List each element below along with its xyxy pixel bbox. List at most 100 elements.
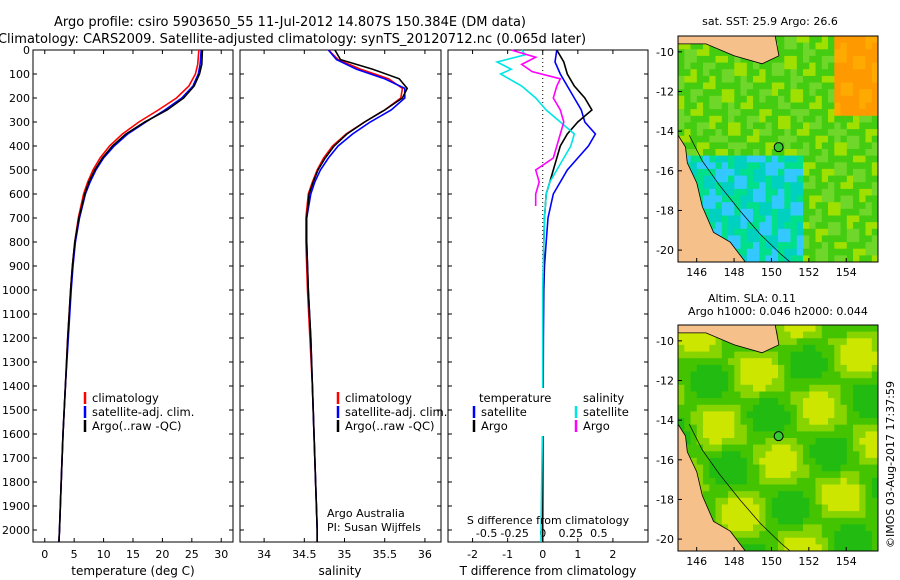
map-cell [771,135,779,143]
map-cell [871,325,878,333]
map-cell [771,497,779,505]
map-cell [796,491,804,499]
map-cell [746,248,754,256]
map-cell [778,62,785,70]
map-cell [709,451,717,459]
map-cell [778,135,785,143]
map-cell [790,457,798,465]
map-cell [865,175,873,183]
map-cell [859,424,867,432]
map-cell [809,471,817,479]
map-cell [734,208,742,216]
map-cell [796,208,804,216]
map-cell [803,102,810,110]
map-cell [696,411,704,419]
map-cell [746,228,754,236]
map-cell [753,424,760,432]
map-cell [759,115,767,123]
map-cell [753,457,760,465]
map-cell [778,82,785,90]
map-cell [746,182,754,190]
map-cell [840,411,848,419]
map-cell [865,49,873,57]
depth-tick-label: 700 [9,212,30,225]
map-cell [784,242,792,250]
map-cell [715,215,723,223]
map-cell [821,215,829,223]
map-cell [771,391,779,399]
map-cell [790,235,798,243]
map-cell [746,195,754,203]
map-cell [871,215,878,223]
sla-map-ticks: 146 148 150 152 154-10-12-14-16-18-20 [656,335,857,568]
map-cell [703,168,710,176]
map-cell [734,471,742,479]
map-cell [846,537,854,545]
map-cell [859,411,867,419]
map-cell [684,418,692,426]
map-cell [734,69,742,77]
map-cell [828,471,835,479]
map-cell [678,384,685,392]
map-cell [728,517,735,525]
map-cell [803,457,810,465]
map-cell [709,418,717,426]
map-cell [859,135,867,143]
map-cell [865,378,873,386]
map-cell [871,491,878,499]
map-cell [790,89,798,97]
map-cell [703,89,710,97]
map-cell [840,155,848,163]
map-cell [803,537,810,545]
map-cell [715,351,723,359]
map-cell [728,109,735,117]
map-cell [846,338,854,346]
map-cell [840,491,848,499]
map-cell [803,175,810,183]
map-cell [853,391,860,399]
map-cell [853,82,860,90]
map-cell [784,438,792,446]
map-cell [796,149,804,157]
map-cell [703,69,710,77]
map-y-tick-label: -18 [656,493,674,506]
series-line-climatology [305,49,404,542]
map-cell [865,524,873,532]
map-cell [721,344,729,352]
map-cell [790,95,798,103]
map-cell [721,511,729,519]
map-cell [803,62,810,70]
map-cell [815,115,823,123]
map-cell [721,411,729,419]
map-cell [778,404,785,412]
series-line-satellite-adj-clim- [58,49,202,543]
map-cell [821,235,829,243]
map-cell [859,175,867,183]
map-cell [871,511,878,519]
map-cell [796,122,804,130]
map-cell [840,182,848,190]
map-cell [809,431,817,439]
map-cell [728,82,735,90]
map-cell [784,248,792,256]
map-cell [853,531,860,539]
map-cell [740,195,748,203]
map-cell [715,344,723,352]
map-cell [765,115,773,123]
map-cell [853,398,860,406]
map-cell [803,444,810,452]
map-cell [765,391,773,399]
map-cell [796,325,804,333]
map-cell [696,404,704,412]
map-cell [678,75,685,83]
map-cell [765,491,773,499]
map-cell [734,384,742,392]
map-cell [834,248,842,256]
x-tick-label: 15 [126,548,140,561]
map-cell [703,438,710,446]
map-cell [859,195,867,203]
map-cell [809,42,817,50]
map-cell [721,115,729,123]
map-cell [759,122,767,130]
map-cell [740,82,748,90]
